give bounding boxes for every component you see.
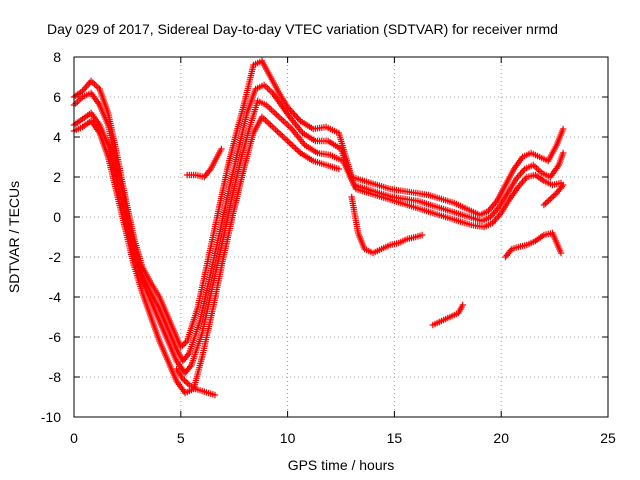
x-tick-label: 5	[177, 430, 185, 446]
x-axis-label: GPS time / hours	[288, 457, 395, 473]
series-track-5	[173, 365, 219, 399]
data-point	[559, 181, 567, 189]
y-tick-labels: 8 6 4 2 0 -2 -4 -6 -8 -10	[41, 49, 61, 425]
x-tick-label: 0	[70, 430, 78, 446]
series-track-2	[70, 81, 567, 365]
data-point	[559, 125, 567, 133]
x-tick-label: 20	[493, 430, 509, 446]
y-tick-label: -6	[49, 329, 62, 345]
x-tick-label: 25	[600, 430, 616, 446]
plot-frame	[73, 56, 609, 418]
data-point	[459, 301, 466, 309]
series-track-9	[502, 229, 565, 261]
series-track-8	[429, 301, 466, 329]
y-tick-label: -2	[49, 249, 62, 265]
data-point	[557, 249, 565, 257]
data-point	[418, 231, 426, 239]
y-tick-label: 0	[53, 209, 61, 225]
series-track-1	[70, 57, 567, 351]
series-track-7	[348, 193, 426, 257]
grid	[74, 57, 608, 417]
data-point	[218, 145, 225, 153]
chart-title: Day 029 of 2017, Sidereal Day-to-day VTE…	[47, 21, 558, 37]
y-tick-label: -4	[49, 289, 62, 305]
series-track-6	[184, 145, 225, 181]
series-track-10	[540, 181, 567, 209]
data-point	[335, 165, 343, 173]
y-tick-label: -8	[49, 369, 62, 385]
y-tick-label: 6	[53, 89, 61, 105]
x-tick-label: 15	[387, 430, 403, 446]
data-point	[559, 149, 567, 157]
data-series	[70, 57, 567, 399]
x-tick-label: 10	[280, 430, 296, 446]
y-tick-label: 8	[53, 49, 61, 65]
y-tick-label: 4	[53, 129, 61, 145]
data-point	[211, 391, 219, 399]
y-tick-label: 2	[53, 169, 61, 185]
y-tick-label: -10	[41, 409, 61, 425]
y-axis-label: SDTVAR / TECUs	[6, 181, 22, 293]
x-tick-labels: 0 5 10 15 20 25	[70, 430, 616, 446]
